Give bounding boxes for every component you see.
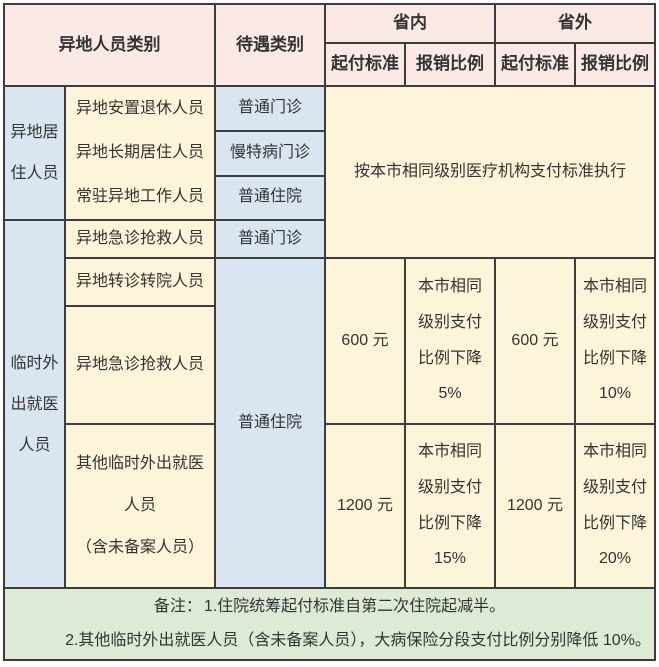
cell-treatment-ordinary-outpatient: 普通门诊	[214, 84, 326, 133]
cell-group-temporary-patients: 临时外 出就医 人员	[3, 219, 66, 589]
cell-tier2-out-reimbursement: 本市相同 级别支付 比例下降 20%	[574, 423, 656, 589]
cell-tier2-in-reimbursement: 本市相同 级别支付 比例下降 15%	[404, 423, 496, 589]
header-person-category: 异地人员类别	[3, 3, 216, 87]
header-in-province: 省内	[324, 3, 496, 44]
cell-group-remote-residents: 异地居 住人员	[3, 85, 66, 221]
note-line-1: 备注： 1.住院统筹起付标准自第二次住院起减半。	[6, 597, 653, 618]
cell-treatment-ordinary-inpatient: 普通住院	[214, 174, 326, 222]
group-temporary-patients-line: 人员	[18, 436, 51, 454]
person-type-long-term-resident: 异地长期居住人员	[75, 143, 204, 161]
cell-merged-policy: 按本市相同级别医疗机构支付标准执行	[324, 85, 656, 259]
header-in-reimbursement: 报销比例	[404, 42, 496, 87]
group-temporary-patients-line: 临时外	[10, 354, 59, 372]
note-line-2: 2.其他临时外出就医人员（含未备案人员），大病保险分段支付比例分别降低 10%。	[6, 631, 653, 652]
notes-section: 备注： 1.住院统筹起付标准自第二次住院起减半。 2.其他临时外出就医人员（含未备…	[3, 587, 656, 661]
cell-person-referral-transfer: 异地转诊转院人员	[64, 257, 216, 307]
cell-tier2-in-deductible: 1200 元	[324, 423, 406, 589]
header-in-deductible: 起付标准	[324, 42, 406, 87]
cell-person-emergency-rescue: 异地急诊抢救人员	[64, 305, 216, 425]
note-text-2: 2.其他临时外出就医人员（含未备案人员），大病保险分段支付比例分别降低 10%。	[65, 631, 651, 649]
header-out-province: 省外	[494, 3, 656, 44]
medical-benefits-table: 异地人员类别 待遇类别 省内 省外 起付标准 报销比例 起付标准 报销比例 异地…	[3, 3, 656, 661]
cell-tier1-out-deductible: 600 元	[494, 257, 576, 425]
cell-resident-person-types: 异地安置退休人员 异地长期居住人员 常驻异地工作人员	[64, 85, 216, 221]
cell-person-emergency-rescue-outpatient: 异地急诊抢救人员	[64, 219, 216, 259]
person-type-stationed-worker: 常驻异地工作人员	[75, 187, 204, 205]
cell-tier1-in-reimbursement: 本市相同 级别支付 比例下降 5%	[404, 257, 496, 425]
header-out-reimbursement: 报销比例	[574, 42, 656, 87]
header-treatment-category: 待遇类别	[214, 3, 326, 87]
person-type-settled-retiree: 异地安置退休人员	[75, 99, 204, 117]
note-label: 备注：	[153, 597, 202, 615]
cell-tier2-out-deductible: 1200 元	[494, 423, 576, 589]
cell-person-other-temporary: 其他临时外出就医 人员 （含未备案人员）	[64, 423, 216, 589]
note-text-1: 1.住院统筹起付标准自第二次住院起减半。	[203, 597, 506, 615]
cell-treatment-chronic-outpatient: 慢特病门诊	[214, 130, 326, 177]
group-remote-residents-line: 住人员	[10, 165, 59, 182]
cell-treatment-emergency-outpatient: 普通门诊	[214, 219, 326, 259]
group-temporary-patients-line: 出就医	[10, 395, 59, 413]
cell-tier1-out-reimbursement: 本市相同 级别支付 比例下降 10%	[574, 257, 656, 425]
group-remote-residents-line: 异地居	[10, 124, 59, 141]
header-out-deductible: 起付标准	[494, 42, 576, 87]
cell-treatment-inpatient-merged: 普通住院	[214, 257, 326, 589]
cell-tier1-in-deductible: 600 元	[324, 257, 406, 425]
